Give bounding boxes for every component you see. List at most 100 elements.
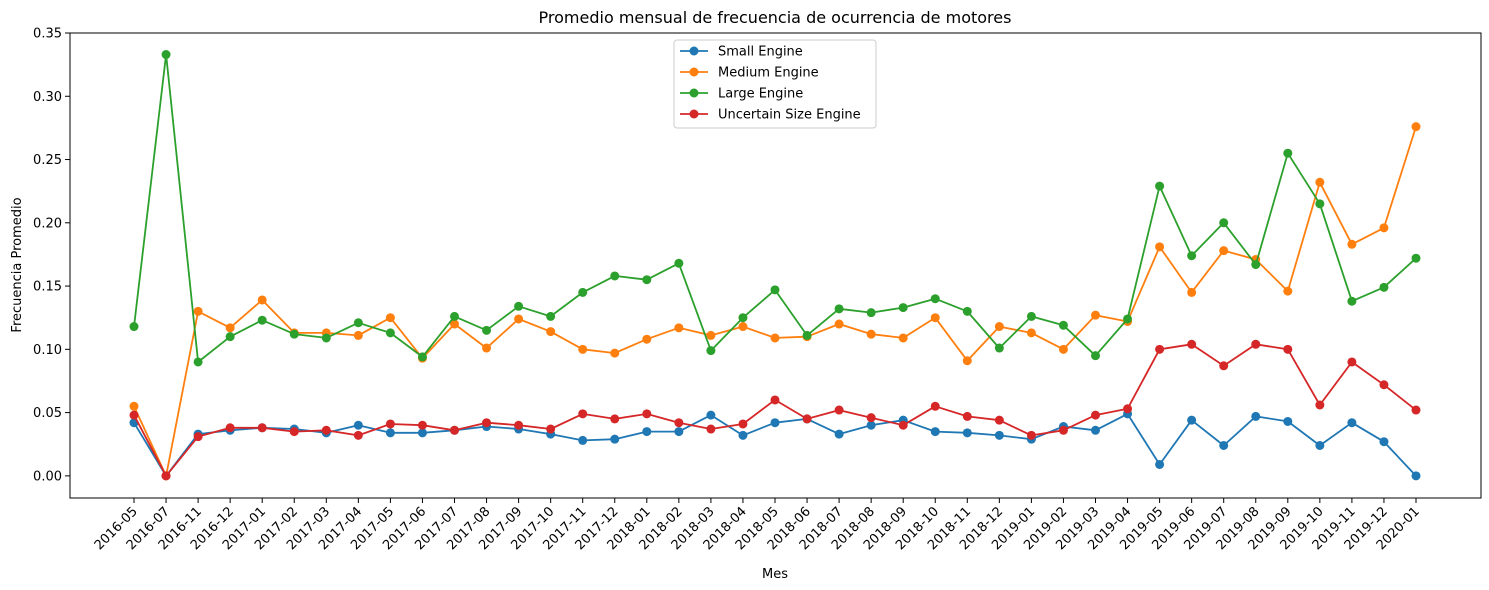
legend-item-uncertain-size-engine: Uncertain Size Engine xyxy=(680,108,861,123)
y-tick-label: 0.05 xyxy=(33,406,62,421)
data-point-uncertain-size-engine xyxy=(866,413,876,423)
y-axis: 0.00 0.05 0.10 0.15 0.20 0.25 0.30 0.35 xyxy=(33,27,70,484)
data-point-large-engine xyxy=(610,271,620,281)
data-point-uncertain-size-engine xyxy=(193,432,203,442)
data-point-small-engine xyxy=(770,418,780,428)
data-point-large-engine xyxy=(834,304,844,314)
data-point-large-engine xyxy=(385,328,395,338)
data-point-large-engine xyxy=(642,275,652,285)
data-point-small-engine xyxy=(610,434,620,444)
data-point-uncertain-size-engine xyxy=(1219,361,1229,371)
data-point-uncertain-size-engine xyxy=(225,423,235,433)
data-point-medium-engine xyxy=(193,306,203,316)
data-point-uncertain-size-engine xyxy=(770,395,780,405)
data-point-medium-engine xyxy=(1091,310,1100,320)
data-point-large-engine xyxy=(129,322,139,332)
y-tick-label: 0.30 xyxy=(33,90,62,105)
legend-box xyxy=(673,39,877,129)
data-point-uncertain-size-engine xyxy=(546,424,556,434)
y-tick-label: 0.00 xyxy=(33,469,62,484)
plot-marks xyxy=(129,50,1421,481)
legend-item-medium-engine: Medium Engine xyxy=(680,66,819,81)
data-point-uncertain-size-engine xyxy=(674,418,684,428)
data-point-large-engine xyxy=(962,306,972,316)
data-point-small-engine xyxy=(1315,440,1325,450)
x-axis-title: Mes xyxy=(762,567,788,582)
data-point-small-engine xyxy=(1379,437,1389,447)
data-point-large-engine xyxy=(898,303,908,313)
legend-swatch-marker xyxy=(689,67,699,77)
data-point-uncertain-size-engine xyxy=(1251,339,1261,349)
data-point-large-engine xyxy=(1219,218,1229,228)
data-point-small-engine xyxy=(1411,471,1421,481)
data-point-medium-engine xyxy=(1379,223,1389,233)
legend-item-small-engine: Small Engine xyxy=(680,45,803,60)
data-point-medium-engine xyxy=(1283,286,1293,296)
data-point-small-engine xyxy=(385,428,395,438)
data-point-medium-engine xyxy=(578,344,588,354)
data-point-uncertain-size-engine xyxy=(1026,430,1036,440)
data-point-small-engine xyxy=(1091,425,1100,435)
data-point-small-engine xyxy=(962,428,972,438)
data-point-medium-engine xyxy=(1155,242,1165,252)
data-point-large-engine xyxy=(1347,296,1357,306)
legend-label: Medium Engine xyxy=(718,66,819,81)
data-point-medium-engine xyxy=(482,343,492,353)
data-point-uncertain-size-engine xyxy=(706,424,716,434)
legend-swatch-marker xyxy=(689,88,699,98)
data-point-medium-engine xyxy=(674,323,684,333)
data-point-small-engine xyxy=(1187,415,1197,425)
data-point-medium-engine xyxy=(898,333,908,343)
data-point-medium-engine xyxy=(514,314,524,324)
data-point-large-engine xyxy=(1026,311,1036,321)
legend-swatch-marker xyxy=(689,109,699,119)
data-point-small-engine xyxy=(866,420,876,430)
data-point-uncertain-size-engine xyxy=(802,414,812,424)
series-uncertain-size-engine xyxy=(129,339,1421,481)
data-point-small-engine xyxy=(578,435,588,445)
data-point-uncertain-size-engine xyxy=(930,401,940,411)
data-point-medium-engine xyxy=(930,313,940,323)
data-point-uncertain-size-engine xyxy=(738,419,748,429)
data-point-large-engine xyxy=(1155,181,1165,191)
data-point-medium-engine xyxy=(257,295,267,305)
legend-label: Uncertain Size Engine xyxy=(718,108,861,123)
data-point-large-engine xyxy=(1283,148,1293,158)
data-point-medium-engine xyxy=(546,327,556,337)
data-point-uncertain-size-engine xyxy=(1411,405,1421,415)
data-point-large-engine xyxy=(738,313,748,323)
data-point-medium-engine xyxy=(129,401,139,411)
data-point-uncertain-size-engine xyxy=(1091,410,1100,420)
data-point-medium-engine xyxy=(1187,287,1197,297)
chart-title: Promedio mensual de frecuencia de ocurre… xyxy=(539,8,1012,27)
data-point-medium-engine xyxy=(610,348,620,358)
data-point-large-engine xyxy=(1187,251,1197,261)
data-point-large-engine xyxy=(321,333,331,343)
data-point-large-engine xyxy=(161,50,171,60)
data-point-medium-engine xyxy=(1411,122,1421,132)
data-point-medium-engine xyxy=(706,330,716,340)
data-point-uncertain-size-engine xyxy=(994,415,1004,425)
data-point-large-engine xyxy=(225,332,235,342)
data-point-large-engine xyxy=(802,330,812,340)
data-point-uncertain-size-engine xyxy=(417,420,427,430)
data-point-large-engine xyxy=(1058,320,1068,330)
data-point-small-engine xyxy=(674,427,684,437)
data-point-large-engine xyxy=(770,285,780,295)
data-point-uncertain-size-engine xyxy=(1315,400,1325,410)
y-axis-title: Frecuencia Promedio xyxy=(10,197,25,332)
data-point-large-engine xyxy=(193,357,203,367)
y-tick-label: 0.35 xyxy=(33,27,62,42)
data-point-large-engine xyxy=(1251,260,1261,270)
data-point-large-engine xyxy=(1091,351,1100,361)
data-point-uncertain-size-engine xyxy=(1347,357,1357,367)
data-point-uncertain-size-engine xyxy=(1123,404,1133,414)
data-point-medium-engine xyxy=(1058,344,1068,354)
data-point-small-engine xyxy=(738,430,748,440)
data-point-small-engine xyxy=(353,420,363,430)
data-point-medium-engine xyxy=(770,333,780,343)
data-point-uncertain-size-engine xyxy=(578,409,588,419)
data-point-medium-engine xyxy=(1347,239,1357,249)
data-point-small-engine xyxy=(834,429,844,439)
